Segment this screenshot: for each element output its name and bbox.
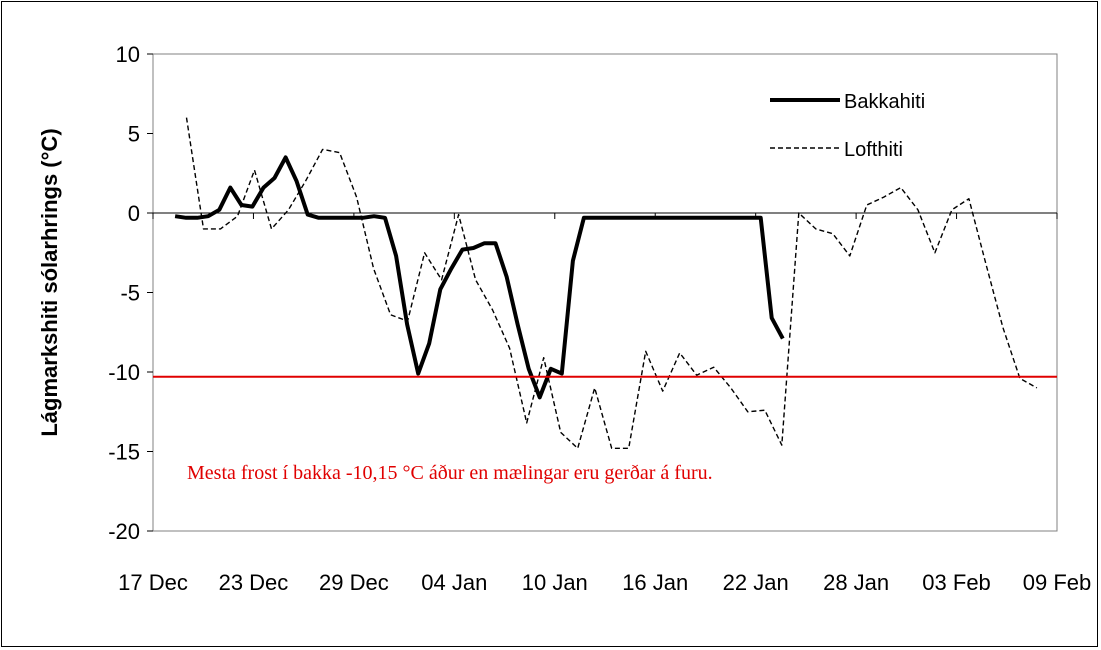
y-tick-label: -20 <box>108 519 140 544</box>
legend-label-lofthiti: Lofthiti <box>844 139 903 161</box>
x-tick-label: 16 Jan <box>622 570 688 595</box>
series-line-bakkahiti <box>174 155 785 400</box>
y-tick-label: -5 <box>120 281 140 306</box>
legend-label-bakkahiti: Bakkahiti <box>844 91 925 113</box>
y-tick-labels: 10 5 0 -5 -10 -15 -20 <box>108 42 140 544</box>
annotation-text: Mesta frost í bakka -10,15 °C áður en mæ… <box>187 462 713 484</box>
y-tick-label: -10 <box>108 360 140 385</box>
x-tick-label: 28 Jan <box>823 570 889 595</box>
axes <box>147 53 1058 532</box>
x-tick-labels: 17 Dec 23 Dec 29 Dec 04 Jan 10 Jan 16 Jan 22 J… <box>118 570 1091 595</box>
series-line-lofthiti <box>185 117 1038 449</box>
x-tick-label: 09 Feb <box>1023 570 1092 595</box>
x-tick-label: 22 Jan <box>723 570 789 595</box>
plot-area <box>152 53 1058 532</box>
legend: Bakkahiti Lofthiti <box>770 91 925 161</box>
x-tick-label: 04 Jan <box>421 570 487 595</box>
x-tick-label: 23 Dec <box>219 570 289 595</box>
y-axis-label: Lágmarkshiti sólarhrings (°C) <box>37 128 62 436</box>
y-tick-label: -15 <box>108 440 140 465</box>
x-tick-label: 17 Dec <box>118 570 188 595</box>
series-lines <box>174 117 1038 449</box>
y-tick-label: 0 <box>128 201 140 226</box>
x-tick-label: 10 Jan <box>522 570 588 595</box>
y-tick-label: 10 <box>116 42 140 67</box>
x-tick-label: 29 Dec <box>319 570 389 595</box>
x-tick-label: 03 Feb <box>922 570 991 595</box>
y-tick-label: 5 <box>128 122 140 147</box>
